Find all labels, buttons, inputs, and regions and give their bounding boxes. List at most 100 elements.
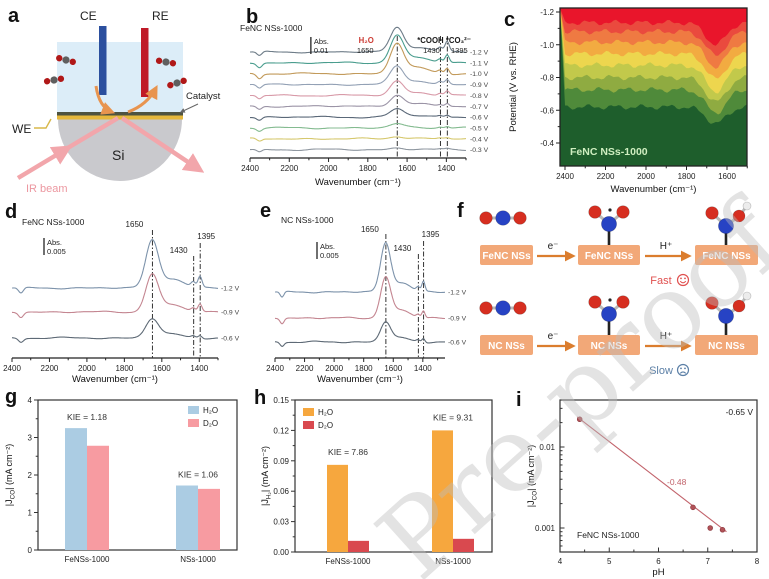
x-axis <box>11 357 219 362</box>
spectra-curves <box>11 238 219 343</box>
svg-text:Wavenumber (cm⁻¹): Wavenumber (cm⁻¹) <box>72 374 158 385</box>
svg-text:-0.4: -0.4 <box>540 139 554 148</box>
electron-label: e⁻ <box>548 331 559 342</box>
counter-electrode <box>99 26 107 95</box>
rate-label: Slow <box>649 365 673 377</box>
svg-text:0.005: 0.005 <box>47 247 66 256</box>
svg-text:0.001: 0.001 <box>535 524 556 533</box>
panel-c-canvas: -1.2 -1.0 -0.8 -0.6 -0.4 2400 2200 2000 1800 1600… <box>508 7 748 195</box>
svg-text:1: 1 <box>28 509 33 518</box>
svg-text:1395: 1395 <box>422 230 440 239</box>
spectrum-curve <box>11 273 219 319</box>
svg-text:1395: 1395 <box>197 232 215 241</box>
panel-a-canvas: CE RE Si WE Catalyst IR beam <box>12 9 221 195</box>
ir-beam-label: IR beam <box>26 183 68 195</box>
spectrum-curve <box>249 42 467 80</box>
svg-text:4: 4 <box>28 396 33 405</box>
potential-label: -0.9 V <box>221 310 240 317</box>
svg-text:-1.2: -1.2 <box>540 8 554 17</box>
svg-text:Wavenumber (cm⁻¹): Wavenumber (cm⁻¹) <box>317 374 403 385</box>
slope-label: -0.48 <box>667 477 687 487</box>
co2-molecule-icon <box>167 77 187 89</box>
bar <box>348 540 369 552</box>
ce-label: CE <box>80 9 97 23</box>
svg-text:0: 0 <box>28 546 33 555</box>
potential-label: -0.4 V <box>470 136 489 143</box>
panel-b-canvas: 2400 2200 2000 1800 1600 1400 Wavenumber (cm⁻¹… <box>240 23 489 188</box>
svg-text:6: 6 <box>656 557 661 566</box>
potential-label: -0.6 V <box>448 340 467 347</box>
svg-text:1395: 1395 <box>451 46 468 55</box>
svg-text:|JCO| (mA cm⁻²): |JCO| (mA cm⁻²) <box>4 444 17 506</box>
catalyst-box <box>578 245 640 265</box>
kie-annotation: KIE = 9.31 <box>433 412 473 422</box>
we-label: WE <box>12 122 31 136</box>
bar <box>198 488 220 550</box>
kie-annotation: KIE = 1.06 <box>178 470 218 480</box>
sample-title: FeNC NSs-1000 <box>577 530 640 540</box>
svg-text:1800: 1800 <box>355 364 373 373</box>
svg-text:Wavenumber (cm⁻¹): Wavenumber (cm⁻¹) <box>611 184 697 195</box>
kie-annotation: KIE = 1.18 <box>67 412 107 422</box>
catalyst-box <box>695 335 758 355</box>
svg-text:0.09: 0.09 <box>273 457 289 466</box>
spectrum-curve <box>250 136 467 142</box>
spectra-curves <box>274 241 445 348</box>
spectrum-curve <box>250 147 467 153</box>
category-label: NSs-1000 <box>435 557 471 566</box>
panel-e-canvas: 2400 2200 2000 1800 1600 1400 Wavenumber (cm⁻¹… <box>266 215 467 385</box>
svg-text:|JCO| (mA cm⁻²): |JCO| (mA cm⁻²) <box>526 445 539 507</box>
svg-text:H₂O: H₂O <box>359 36 374 45</box>
svg-text:2400: 2400 <box>266 364 284 373</box>
svg-text:Wavenumber (cm⁻¹): Wavenumber (cm⁻¹) <box>315 177 401 188</box>
data-point <box>719 527 726 533</box>
svg-text:0.01: 0.01 <box>314 46 329 55</box>
co2-molecule-icon <box>155 57 177 67</box>
svg-text:2400: 2400 <box>241 164 259 173</box>
svg-text:2000: 2000 <box>78 364 96 373</box>
spectrum-curve <box>250 26 467 56</box>
svg-text:2200: 2200 <box>280 164 298 173</box>
panel-h-canvas: 0.00 0.03 0.06 0.09 0.12 0.15 FeNSs-1000 KIE = … <box>260 396 493 566</box>
product-arrow <box>127 85 158 114</box>
svg-text:2200: 2200 <box>296 364 314 373</box>
co2-molecule-icon <box>43 75 65 85</box>
si-label: Si <box>112 147 124 163</box>
svg-text:2200: 2200 <box>41 364 59 373</box>
svg-text:0.03: 0.03 <box>273 518 289 527</box>
panel-label-h: h <box>254 387 267 409</box>
catalyst-box-label: NC NSs <box>708 341 745 352</box>
potential-label: -0.3 V <box>470 147 489 154</box>
svg-text:2000: 2000 <box>637 172 655 181</box>
sad-face-icon <box>676 363 690 377</box>
sample-title: FeNC NSs-1000 <box>240 23 303 33</box>
svg-text:1800: 1800 <box>359 164 377 173</box>
potential-label: -0.6 V <box>221 336 240 343</box>
catalyst-box <box>578 335 640 355</box>
potential-label: -0.6 V <box>470 115 489 122</box>
panel-label-i: i <box>516 389 522 411</box>
potential-label: -1.1 V <box>470 60 489 67</box>
data-point <box>576 416 583 423</box>
spectra-curves <box>249 26 467 153</box>
svg-text:-0.8: -0.8 <box>540 74 554 83</box>
svg-text:D₂O: D₂O <box>203 419 218 428</box>
x-axis <box>274 357 445 362</box>
svg-text:2200: 2200 <box>597 172 615 181</box>
re-label: RE <box>152 9 169 23</box>
svg-text:3: 3 <box>28 434 33 443</box>
potential-label: -0.7 V <box>470 104 489 111</box>
svg-text:1650: 1650 <box>357 46 374 55</box>
svg-text:0.12: 0.12 <box>273 426 289 435</box>
svg-text:2000: 2000 <box>325 364 343 373</box>
panel-d: 2400 2200 2000 1800 1600 1400 Wavenumber (cm⁻¹… <box>0 196 257 386</box>
spectrum-curve <box>250 80 466 100</box>
svg-text:1800: 1800 <box>678 172 696 181</box>
panel-label-g: g <box>5 386 18 408</box>
bar <box>432 430 453 552</box>
potential-label: -1.2 V <box>470 50 489 57</box>
svg-text:0.005: 0.005 <box>320 251 339 260</box>
category-label: FeNSs-1000 <box>326 557 371 566</box>
svg-text:1650: 1650 <box>126 220 144 229</box>
panel-h: 0.00 0.03 0.06 0.09 0.12 0.15 FeNSs-1000 KIE = … <box>258 382 520 579</box>
